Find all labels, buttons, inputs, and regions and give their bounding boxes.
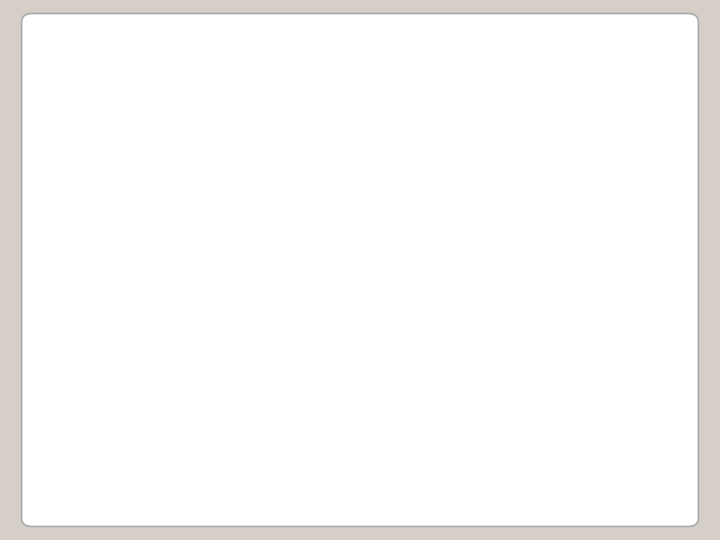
Text: ❖: ❖ [50,292,63,310]
Text: Light Reaction: Light Reaction [210,42,510,77]
Text: ❖: ❖ [50,410,63,429]
Text: The light reaction also generates ATP by
photophosphorylation for the Calvin cyc: The light reaction also generates ATP by… [83,410,528,455]
Text: ❖: ❖ [50,130,63,148]
Text: light energy absorbed by chlorophyll in the thylakoids
drives the transfer of el: light energy absorbed by chlorophyll in … [83,130,690,227]
Text: NADPH, an electron acceptor, provides energized
electrons, reducing power, to th: NADPH, an electron acceptor, provides en… [83,292,611,336]
